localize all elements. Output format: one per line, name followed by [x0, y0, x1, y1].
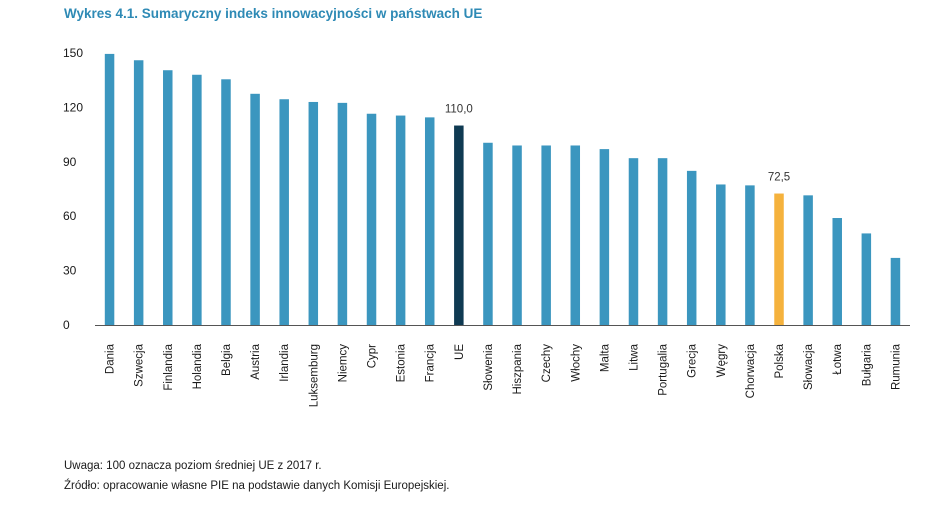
bar-lotwa [832, 218, 842, 325]
bar-wegry [716, 184, 726, 325]
x-tick-label-niemcy: Niemcy [337, 344, 349, 383]
bar-hiszpania [512, 145, 522, 325]
x-tick-label-francja: Francja [425, 343, 437, 382]
bar-malta [599, 149, 610, 325]
bar-wlochy [570, 145, 581, 325]
bars [104, 53, 901, 326]
x-tick-label-wegry: Węgry [716, 344, 728, 377]
x-tick-label-estonia: Estonia [396, 343, 408, 382]
bar-irlandia [279, 99, 289, 326]
bar-francja [424, 117, 435, 325]
bar-czechy [541, 145, 551, 325]
x-tick-label-belgia: Belgia [221, 343, 233, 376]
x-tick-label-lotwa: Łotwa [832, 343, 844, 374]
bar-austria [250, 93, 260, 325]
x-axis-ticks: Dania Szwecja Finlandia Holandia Belgia Austr… [105, 343, 903, 407]
note-source: Źródło: opracowanie własne PIE na podsta… [64, 480, 450, 492]
bar-ue [454, 125, 464, 326]
y-tick-label: 30 [63, 264, 77, 278]
x-tick-label-czechy: Czechy [541, 344, 553, 383]
bar-bulgaria [861, 233, 872, 325]
y-tick-label: 150 [63, 46, 83, 60]
x-tick-label-slowacja: Słowacja [803, 343, 815, 390]
bar-portugalia [657, 158, 668, 325]
x-tick-label-grecja: Grecja [687, 343, 699, 377]
x-tick-label-holandia: Holandia [192, 343, 204, 389]
y-tick-label: 120 [63, 100, 83, 114]
bar-niemcy [337, 102, 348, 325]
bar-holandia [192, 74, 202, 325]
x-tick-label-luksemburg: Luksemburg [308, 344, 320, 407]
x-tick-label-rumunia: Rumunia [890, 343, 902, 390]
x-tick-label-slowenia: Słowenia [483, 343, 495, 390]
bar-chorwacja [745, 185, 755, 325]
y-tick-label: 90 [63, 155, 77, 169]
x-tick-label-litwa: Litwa [628, 343, 640, 370]
x-tick-label-dania: Dania [105, 343, 117, 374]
bar-estonia [395, 115, 406, 325]
bar-slowacja [803, 195, 813, 325]
bar-szwecja [133, 60, 144, 326]
bar-polska [774, 193, 784, 325]
bar-cypr [366, 113, 377, 325]
y-tick-label: 60 [63, 209, 77, 223]
bar-litwa [628, 158, 639, 325]
x-tick-label-polska: Polska [774, 343, 786, 378]
y-tick-label: 0 [63, 318, 70, 332]
data-label-polska: 72,5 [768, 172, 790, 184]
data-label-ue: 110,0 [445, 104, 473, 116]
x-tick-label-chorwacja: Chorwacja [745, 343, 757, 398]
data-labels: 110,0 72,5 [445, 104, 790, 184]
x-tick-label-wlochy: Włochy [570, 344, 582, 382]
chart-title: Wykres 4.1. Sumaryczny indeks innowacyjn… [64, 6, 483, 21]
x-tick-label-hiszpania: Hiszpania [512, 343, 524, 394]
y-axis-ticks: 0 30 60 90 120 150 [63, 46, 83, 332]
x-tick-label-austria: Austria [250, 343, 262, 379]
x-tick-label-ue: UE [454, 344, 466, 360]
bar-dania [104, 53, 115, 325]
x-tick-label-cypr: Cypr [367, 344, 379, 368]
bar-grecja [686, 170, 697, 325]
x-tick-label-malta: Malta [599, 343, 611, 372]
bar-slowenia [483, 142, 493, 325]
note-uwaga: Uwaga: 100 oznacza poziom średniej UE z … [64, 460, 322, 472]
bar-luksemburg [308, 101, 319, 326]
x-tick-label-portugalia: Portugalia [658, 343, 670, 395]
bar-rumunia [890, 257, 901, 325]
bar-belgia [221, 79, 231, 325]
bar-finlandia [163, 70, 173, 325]
x-tick-label-irlandia: Irlandia [279, 343, 291, 381]
x-tick-label-finlandia: Finlandia [163, 343, 175, 390]
x-tick-label-szwecja: Szwecja [134, 343, 146, 386]
x-tick-label-bulgaria: Bułgaria [861, 343, 873, 386]
